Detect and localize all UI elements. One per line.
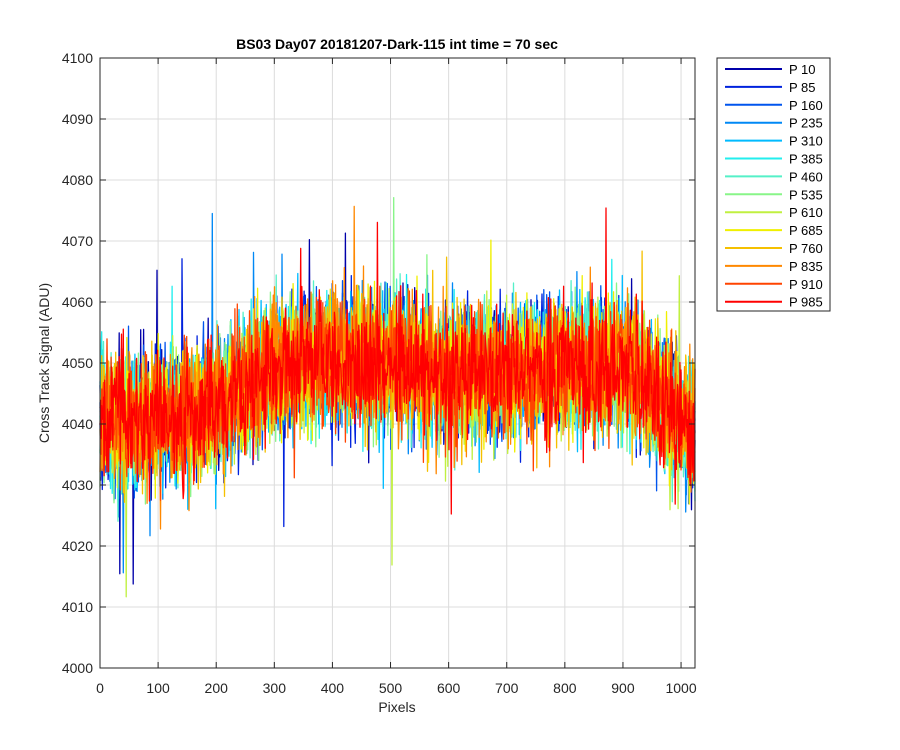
y-tick-label: 4010 [62,599,93,615]
legend-label: P 385 [789,152,823,167]
x-tick-label: 700 [495,680,519,696]
y-axis-title: Cross Track Signal (ADU) [36,283,52,443]
series-layer [99,196,696,598]
x-tick-label: 1000 [665,680,696,696]
legend-label: P 160 [789,98,823,113]
legend-label: P 835 [789,259,823,274]
chart-title: BS03 Day07 20181207-Dark-115 int time = … [236,36,558,52]
legend-label: P 685 [789,223,823,238]
legend-label: P 760 [789,241,823,256]
legend-label: P 10 [789,62,816,77]
y-tick-label: 4070 [62,233,93,249]
y-tick-label: 4080 [62,172,93,188]
legend-label: P 910 [789,277,823,292]
y-tick-label: 4020 [62,538,93,554]
x-tick-label: 0 [96,680,104,696]
x-tick-label: 200 [205,680,229,696]
x-tick-label: 300 [263,680,287,696]
legend-label: P 235 [789,116,823,131]
legend-label: P 460 [789,169,823,184]
y-tick-label: 4030 [62,477,93,493]
legend-label: P 85 [789,80,816,95]
x-tick-label: 800 [553,680,577,696]
legend-label: P 610 [789,205,823,220]
y-tick-label: 4060 [62,294,93,310]
legend: P 10 P 85 P 160 P 235 P 310 P 385 P 460 P 535 P … [716,57,831,312]
x-axis-title: Pixels [378,699,415,715]
y-tick-label: 4100 [62,50,93,66]
y-tick-label: 4040 [62,416,93,432]
x-tick-label: 400 [321,680,345,696]
legend-label: P 310 [789,134,823,149]
axis-ticks: 0 100 200 300 400 500 600 700 800 900 1000 4000 4010… [62,50,697,696]
legend-label: P 535 [789,187,823,202]
x-tick-label: 100 [146,680,170,696]
legend-label: P 985 [789,295,823,310]
y-tick-label: 4050 [62,355,93,371]
x-tick-label: 900 [611,680,635,696]
series-line [99,207,696,515]
x-tick-label: 600 [437,680,461,696]
y-tick-label: 4090 [62,111,93,127]
x-tick-label: 500 [379,680,403,696]
legend-box [716,57,831,312]
y-tick-label: 4000 [62,660,93,676]
